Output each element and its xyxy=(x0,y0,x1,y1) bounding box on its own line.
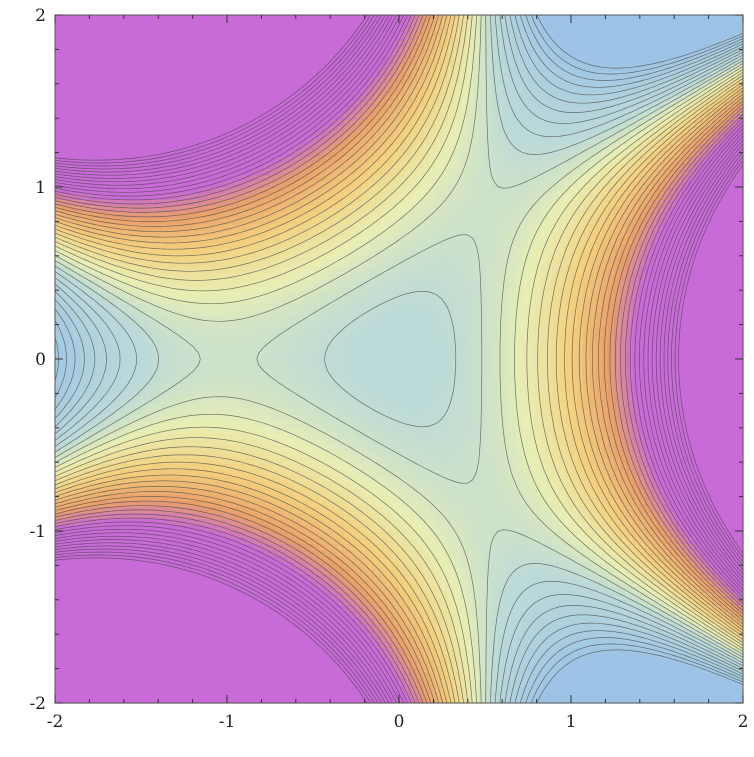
contour-line xyxy=(54,14,744,704)
contour-line xyxy=(536,14,744,704)
contour-line xyxy=(54,14,744,704)
x-axis-tick-labels: -2 -1 0 1 2 xyxy=(47,712,749,732)
contour-line xyxy=(54,14,744,704)
contour-line xyxy=(54,14,744,704)
contour-line xyxy=(54,14,744,704)
y-tick-label: -2 xyxy=(29,694,46,714)
contour-line xyxy=(54,14,744,704)
contour-line xyxy=(54,14,744,704)
contour-line xyxy=(54,14,744,704)
y-tick-label: -1 xyxy=(29,522,46,542)
contour-line xyxy=(54,14,744,704)
contour-line xyxy=(54,14,744,704)
contour-line xyxy=(54,14,744,704)
x-tick-label: 1 xyxy=(566,712,577,732)
x-tick-label: 2 xyxy=(738,712,749,732)
contour-line xyxy=(54,14,744,704)
contour-line xyxy=(54,14,744,704)
y-tick-label: 2 xyxy=(35,6,46,26)
plot-area xyxy=(55,15,744,704)
contour-line xyxy=(54,14,744,704)
contour-line xyxy=(54,14,744,704)
contour-line xyxy=(54,14,744,704)
contour-line xyxy=(54,14,744,704)
contour-line xyxy=(54,14,744,704)
contour-line xyxy=(54,14,744,704)
x-tick-label: -1 xyxy=(219,712,236,732)
contour-lines xyxy=(54,14,744,704)
contour-line xyxy=(54,14,744,704)
contour-line xyxy=(54,14,744,704)
contour-line xyxy=(54,14,744,704)
y-tick-label: 0 xyxy=(35,350,46,370)
contour-line xyxy=(54,14,744,704)
x-tick-label: 0 xyxy=(394,712,405,732)
contour-line xyxy=(54,14,744,704)
contour-line xyxy=(54,14,744,704)
contour-line xyxy=(54,14,744,704)
contour-line xyxy=(54,14,744,704)
contour-line xyxy=(54,14,744,704)
contour-line xyxy=(54,15,744,703)
contour-line xyxy=(54,14,744,704)
contour-line xyxy=(54,14,744,704)
x-tick-label: -2 xyxy=(47,712,64,732)
contour-line xyxy=(54,14,744,704)
contour-line xyxy=(54,14,744,704)
contour-line xyxy=(54,14,744,704)
contour-line xyxy=(54,14,744,704)
contour-line xyxy=(54,14,744,704)
contour-line xyxy=(54,14,744,704)
y-tick-label: 1 xyxy=(35,178,46,198)
axis-ticks xyxy=(54,14,744,704)
contour-line xyxy=(54,14,744,704)
y-axis-tick-labels: 2 1 0 -1 -2 xyxy=(29,6,46,714)
